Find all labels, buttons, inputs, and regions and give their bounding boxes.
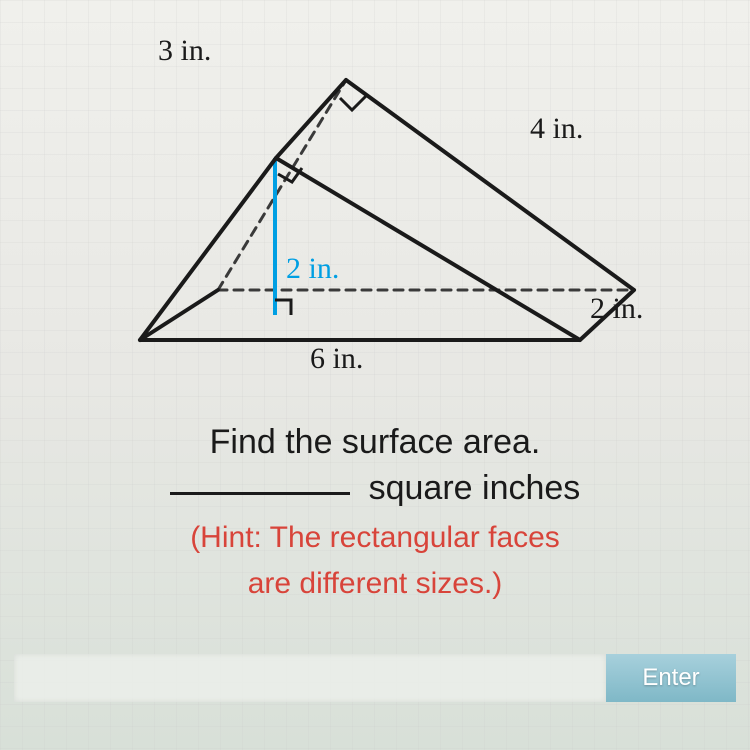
label-side-left: 3 in. <box>158 34 211 68</box>
label-side-right-top: 4 in. <box>530 112 583 146</box>
answer-row: Enter <box>14 654 736 702</box>
question-line1: Find the surface area. <box>0 420 750 466</box>
hint-line1: (Hint: The rectangular faces <box>0 518 750 559</box>
label-height: 2 in. <box>286 252 339 286</box>
hint-line2: are different sizes.) <box>0 564 750 605</box>
label-base: 6 in. <box>310 342 363 376</box>
prism-svg <box>100 40 660 370</box>
answer-input[interactable] <box>14 654 606 702</box>
unit-label: square inches <box>369 469 581 507</box>
answer-blank-line: square inches <box>0 466 750 512</box>
question-block: Find the surface area. square inches (Hi… <box>0 420 750 605</box>
prism-diagram: 3 in. 4 in. 2 in. 6 in. 2 in. <box>100 40 660 370</box>
enter-button[interactable]: Enter <box>606 654 736 702</box>
label-depth: 2 in. <box>590 292 643 326</box>
